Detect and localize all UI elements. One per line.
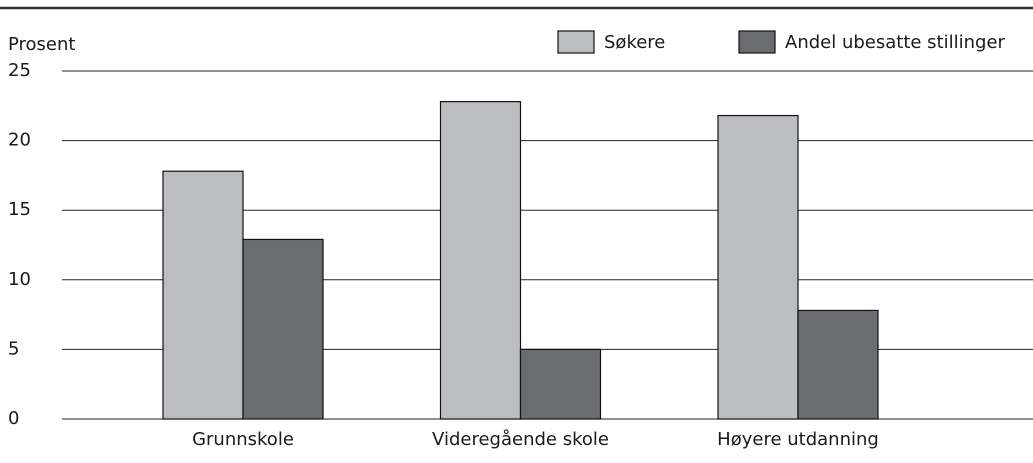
- legend-label: Søkere: [604, 32, 665, 53]
- legend-swatch: [557, 30, 595, 54]
- legend-swatch: [738, 30, 776, 54]
- y-tick-label: 15: [8, 199, 31, 220]
- y-tick-label: 5: [8, 338, 19, 359]
- bar: [439, 101, 522, 420]
- bar: [519, 348, 602, 420]
- x-tick-label: Videregående skole: [432, 429, 609, 450]
- y-tick-label: 20: [8, 130, 31, 151]
- bar: [797, 309, 879, 420]
- bar: [242, 238, 324, 420]
- y-tick-label: 10: [8, 269, 31, 290]
- legend-label: Andel ubesatte stillinger: [785, 32, 1006, 53]
- bar: [162, 170, 244, 420]
- x-tick-label: Grunnskole: [192, 429, 294, 450]
- y-tick-label: 0: [8, 408, 19, 429]
- bar: [717, 114, 799, 420]
- y-axis-label: Prosent: [8, 34, 75, 55]
- y-tick-label: 25: [8, 60, 31, 81]
- x-tick-label: Høyere utdanning: [717, 429, 879, 450]
